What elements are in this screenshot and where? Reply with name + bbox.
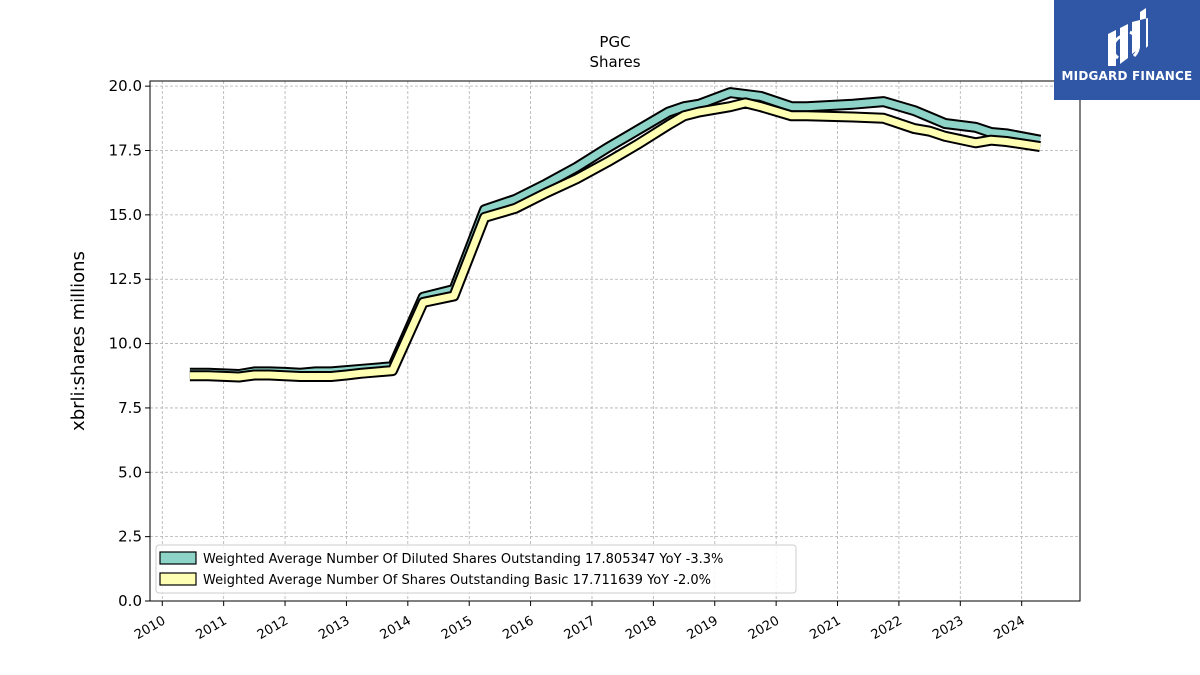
chart-subtitle: Shares [589, 53, 640, 71]
midgard-logo-mark-icon [1108, 8, 1148, 66]
x-tick-label: 2024 [992, 613, 1028, 643]
y-tick-label: 20.0 [109, 77, 142, 95]
x-tick-label: 2020 [746, 613, 782, 643]
legend-box [155, 544, 797, 594]
x-tick-label: 2011 [194, 613, 230, 643]
plot-frame [149, 80, 1081, 602]
y-tick-label: 12.5 [109, 270, 142, 288]
legend: Weighted Average Number Of Diluted Share… [155, 544, 797, 594]
x-tick-label: 2018 [623, 613, 659, 643]
x-tick-label: 2012 [255, 613, 291, 643]
y-tick-label: 7.5 [118, 399, 142, 417]
x-tick-label: 2016 [500, 613, 536, 643]
x-tick-label: 2022 [869, 613, 905, 643]
y-tick-label: 10.0 [109, 335, 142, 353]
series-0-outline [189, 87, 1042, 380]
x-tick-label: 2019 [685, 613, 721, 643]
series-1-line [189, 99, 1041, 381]
x-tick-label: 2017 [562, 613, 598, 643]
midgard-finance-logo: MIDGARD FINANCE [1054, 0, 1200, 100]
legend-swatch [159, 572, 197, 586]
y-tick-label: 15.0 [109, 206, 142, 224]
legend-swatch [159, 551, 197, 565]
series-layer [189, 87, 1042, 383]
x-tick-label: 2023 [930, 613, 966, 643]
x-tick-label: 2021 [807, 613, 843, 643]
chart-title: PGC [599, 33, 630, 51]
y-axis-label: xbrli:shares millions [68, 251, 89, 431]
legend-label: Weighted Average Number Of Diluted Share… [203, 552, 723, 567]
legend-label: Weighted Average Number Of Shares Outsta… [203, 573, 711, 588]
x-tick-label: 2014 [378, 613, 414, 643]
x-tick-label: 2010 [132, 613, 168, 643]
x-tick-label: 2015 [439, 613, 475, 643]
y-tick-label: 2.5 [118, 528, 142, 546]
x-tick-label: 2013 [316, 613, 352, 643]
logo-text: MIDGARD FINANCE [1061, 69, 1193, 83]
y-tick-label: 5.0 [118, 463, 142, 481]
y-tick-label: 17.5 [109, 142, 142, 160]
y-tick-label: 0.0 [118, 592, 142, 610]
series-0-line [189, 89, 1041, 378]
